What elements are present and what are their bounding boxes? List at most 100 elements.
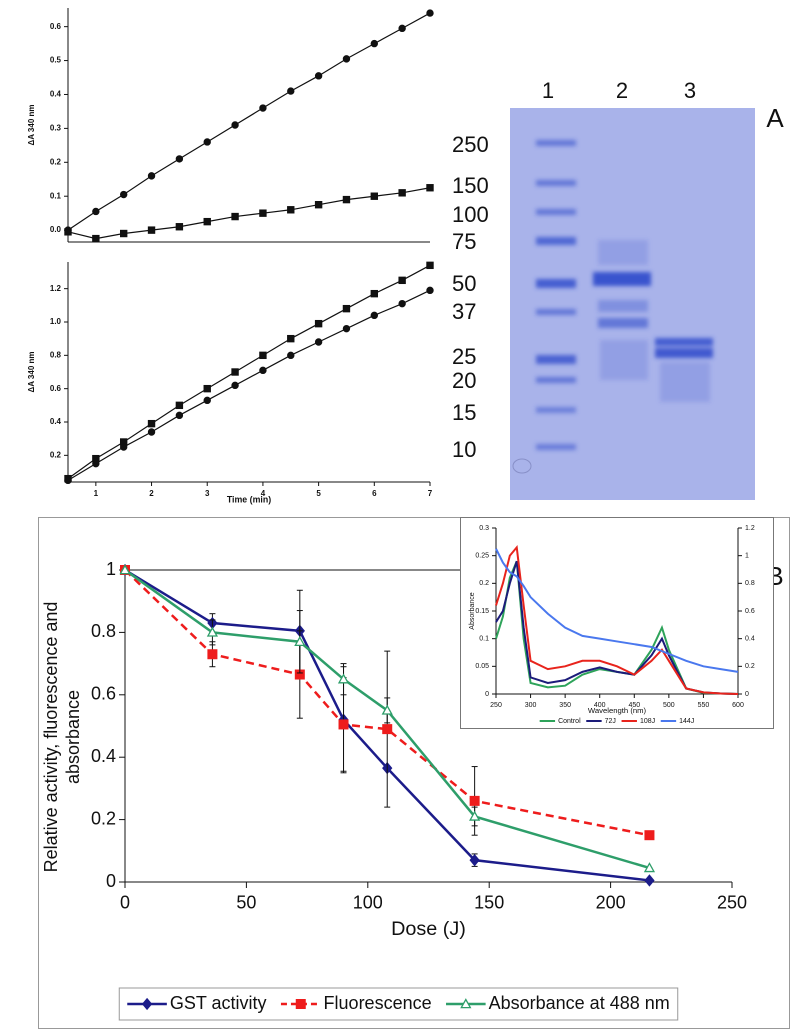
x-axis-title: Time (min) — [227, 494, 271, 504]
x-tick-label: 2 — [149, 489, 154, 498]
data-point — [342, 195, 351, 204]
data-point — [370, 311, 379, 320]
data-point — [203, 396, 211, 405]
x-tick-label: 450 — [628, 702, 640, 709]
data-point — [426, 261, 434, 270]
data-point — [119, 564, 131, 575]
data-point — [370, 39, 379, 48]
legend-item: 72J — [586, 718, 616, 725]
data-point — [259, 104, 267, 112]
y-tick-label: 0.1 — [479, 636, 489, 643]
data-point — [314, 319, 323, 328]
data-point — [643, 862, 656, 873]
data-point — [175, 223, 184, 231]
marker-label: 75 — [452, 229, 476, 254]
x-tick-label: 3 — [205, 489, 210, 498]
y-tick-label: 0.8 — [91, 621, 116, 641]
x-axis-title: Wavelength (nm) — [588, 706, 647, 715]
legend-item: GST activity — [127, 993, 267, 1013]
series-line — [67, 12, 431, 231]
marker-label: 50 — [452, 271, 476, 296]
x-tick-label: 1 — [94, 489, 99, 498]
data-point — [259, 351, 267, 360]
series-line — [67, 264, 431, 480]
x-tick-label: 0 — [120, 892, 130, 912]
marker-label: 10 — [452, 437, 476, 462]
data-point — [203, 217, 211, 226]
data-point — [287, 206, 295, 214]
series-line — [67, 187, 431, 240]
data-point — [294, 635, 306, 647]
x-tick-label: 250 — [717, 892, 747, 912]
data-point — [119, 190, 128, 199]
gel-bands — [536, 140, 713, 450]
y-tick-label: 1.2 — [50, 284, 62, 293]
data-point — [337, 673, 350, 684]
marker-label: 25 — [452, 344, 476, 369]
data-point — [147, 419, 156, 428]
y2-tick-label: 0.6 — [745, 608, 755, 615]
x-tick-label: 550 — [698, 702, 710, 709]
x-tick-label: 250 — [490, 702, 502, 709]
x-tick-label: 500 — [663, 702, 675, 709]
data-point — [342, 55, 351, 63]
data-point — [398, 276, 406, 285]
data-point — [469, 795, 480, 806]
x-tick-label: 300 — [525, 702, 537, 709]
lane-label: 2 — [616, 78, 628, 103]
x-tick-label: 400 — [594, 702, 606, 709]
data-point — [203, 138, 211, 146]
data-point — [370, 192, 379, 200]
panel-frame — [38, 517, 790, 1029]
data-point — [287, 334, 295, 343]
lane-label: 3 — [684, 78, 696, 103]
legend-item: Absorbance at 488 nm — [446, 993, 670, 1013]
y-axis-title: ΔA 340 nm — [27, 104, 36, 145]
legend-label: 108J — [640, 718, 655, 725]
y-tick-label: 0.6 — [50, 22, 62, 31]
data-point — [92, 234, 100, 243]
legend-item: Fluorescence — [280, 993, 432, 1013]
data-point — [287, 351, 295, 360]
y-tick-label: 0.3 — [50, 124, 62, 133]
x-axis-title: Dose (J) — [391, 918, 466, 940]
data-point — [231, 212, 239, 221]
legend-label: Fluorescence — [324, 993, 432, 1013]
plot: 0 0.2 0.4 0.6 0.8 1 0 50 100 150 200 250 Dose (J) — [91, 559, 747, 940]
data-point — [398, 24, 406, 33]
x-tick-label: 150 — [474, 892, 504, 912]
data-point — [469, 853, 480, 867]
gel-artifact — [512, 458, 532, 474]
marker-label: 150 — [452, 173, 489, 198]
data-point — [119, 229, 128, 238]
y-tick-label: 0.05 — [475, 663, 489, 670]
legend: GST activity Fluorescence Absorbance at 48… — [127, 993, 670, 1013]
y-tick-label: 0 — [106, 871, 116, 891]
data-point — [426, 286, 434, 295]
data-point — [426, 9, 434, 17]
y-tick-label: 0.0 — [50, 225, 62, 234]
legend-label: 144J — [679, 718, 694, 725]
y-tick-label: 0 — [485, 691, 489, 698]
data-point — [469, 810, 481, 821]
legend-frame — [118, 987, 679, 1021]
y-axis-title: Relative activity, fluorescence and abso… — [41, 601, 83, 873]
legend-marker — [460, 998, 472, 1009]
data-point — [342, 324, 351, 333]
y-tick-label: 0.2 — [50, 157, 62, 166]
y-tick-label: 0.25 — [475, 553, 489, 560]
y2-tick-label: 1.2 — [745, 525, 755, 532]
marker-label: 20 — [452, 368, 476, 393]
series-line — [495, 544, 739, 695]
data-point — [64, 476, 72, 485]
data-point — [370, 289, 379, 298]
data-point — [338, 719, 349, 730]
y-tick-label: 0.1 — [50, 191, 62, 200]
x-tick-label: 200 — [596, 892, 626, 912]
marker-label: 37 — [452, 299, 476, 324]
data-point — [147, 172, 156, 180]
plot: 0.2 0.4 0.6 0.8 1.0 1.2 1 2 3 4 5 6 7 Time (min) ΔA 34… — [27, 261, 434, 504]
y-tick-label: 0.6 — [91, 684, 116, 704]
